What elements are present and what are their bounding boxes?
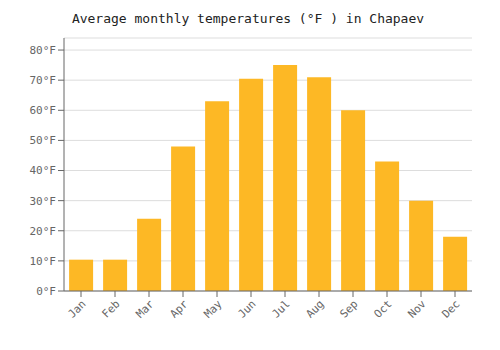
- svg-text:80°F: 80°F: [30, 44, 57, 57]
- svg-text:50°F: 50°F: [30, 134, 57, 147]
- svg-text:40°F: 40°F: [30, 164, 57, 177]
- svg-text:10°F: 10°F: [30, 255, 57, 268]
- svg-text:70°F: 70°F: [30, 74, 57, 87]
- svg-text:60°F: 60°F: [30, 104, 57, 117]
- svg-text:Dec: Dec: [439, 297, 462, 320]
- svg-text:0°F: 0°F: [36, 285, 56, 298]
- html-text:Average monthly temperatures (: Average monthly temperatures (°F ) in Ch…: [71, 11, 425, 26]
- svg-text:Aug: Aug: [303, 297, 326, 320]
- svg-text:Apr: Apr: [167, 297, 191, 321]
- svg-text:Feb: Feb: [99, 297, 122, 320]
- svg-text:Sep: Sep: [337, 297, 360, 320]
- svg-text:Jan: Jan: [65, 297, 88, 320]
- svg-text:Mar: Mar: [133, 297, 157, 321]
- svg-text:30°F: 30°F: [30, 195, 57, 208]
- svg-text:Jun: Jun: [235, 297, 258, 320]
- svg-text:Oct: Oct: [371, 297, 394, 320]
- svg-text:Jul: Jul: [269, 297, 292, 320]
- svg-text:Nov: Nov: [405, 297, 429, 321]
- svg-text:20°F: 20°F: [30, 225, 57, 238]
- svg-text:May: May: [201, 297, 225, 321]
